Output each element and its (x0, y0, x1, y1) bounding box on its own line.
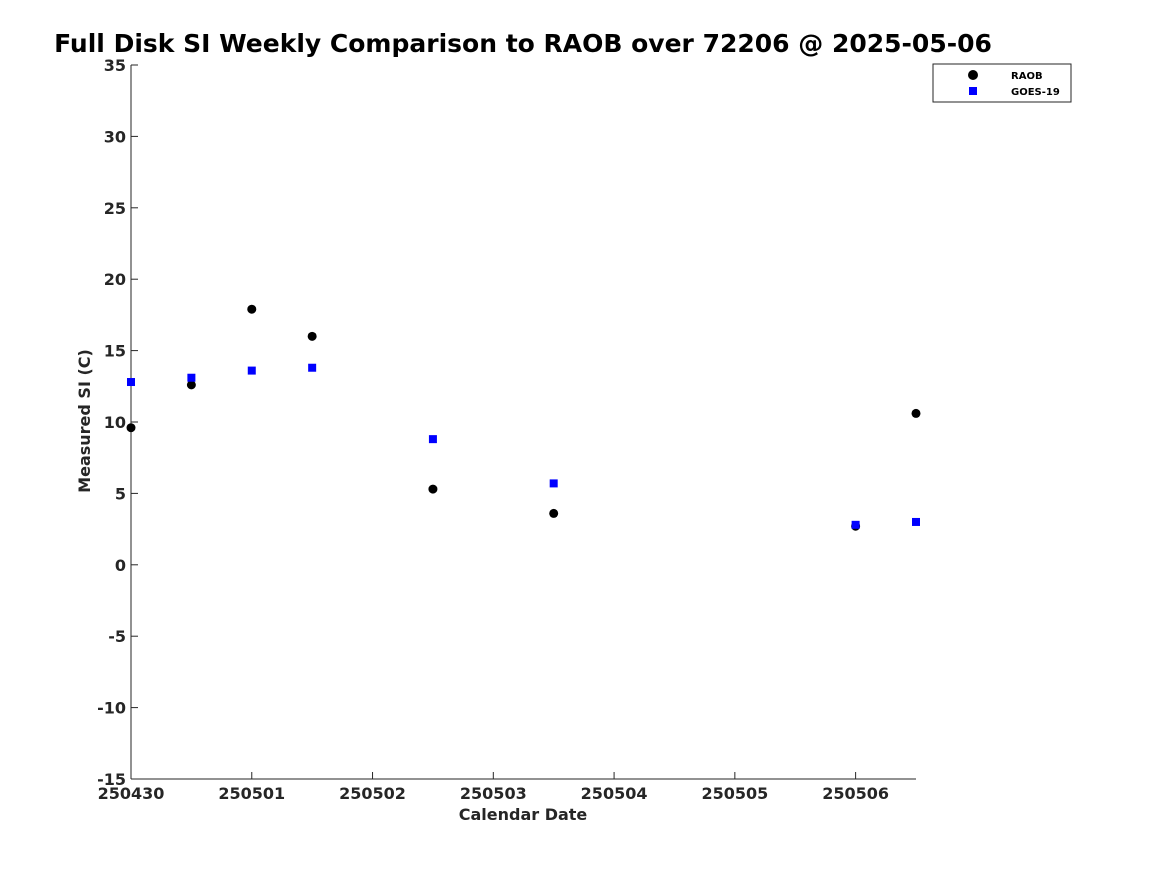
x-tick-label: 250502 (339, 784, 406, 803)
x-tick-label: 250503 (460, 784, 527, 803)
ticks: -15 -10 -5 0 5 10 15 20 25 30 35 250430 250501 250502… (97, 56, 889, 803)
raob-point (549, 508, 559, 518)
raob-point (428, 484, 438, 494)
legend-box (932, 63, 1072, 103)
raob-point (911, 408, 921, 418)
goes-19-point (308, 363, 317, 372)
legend-goes-19-marker (969, 87, 977, 95)
chart-title: Full Disk SI Weekly Comparison to RAOB o… (54, 29, 992, 58)
raob-point (186, 380, 196, 390)
y-tick-label: 10 (104, 413, 126, 432)
legend-goes-19-label: GOES-19 (1011, 87, 1060, 98)
y-tick-label: 5 (115, 484, 126, 503)
goes-19-point (851, 520, 860, 529)
goes-19-point (428, 435, 437, 444)
x-tick-label: 250504 (581, 784, 648, 803)
goes-19-point (549, 479, 558, 488)
y-tick-label: -5 (108, 627, 126, 646)
x-tick-label: 250505 (701, 784, 768, 803)
legend: RAOB GOES-19 (932, 63, 1072, 103)
y-tick-label: -15 (97, 770, 126, 789)
x-axis-label: Calendar Date (459, 805, 588, 824)
axes (130, 65, 916, 780)
y-tick-label: 25 (104, 199, 126, 218)
goes-19-point (247, 366, 256, 375)
legend-raob-marker (968, 70, 978, 80)
y-tick-label: -10 (97, 699, 126, 718)
goes-19-point (187, 373, 196, 382)
x-tick-label: 250501 (218, 784, 285, 803)
raob-point (247, 304, 257, 314)
y-tick-label: 20 (104, 270, 126, 289)
y-tick-label: 35 (104, 56, 126, 75)
legend-raob-label: RAOB (1011, 71, 1043, 82)
y-tick-label: 30 (104, 127, 126, 146)
goes-19-point (127, 378, 135, 387)
x-tick-label: 250506 (822, 784, 889, 803)
raob-point (126, 423, 136, 433)
y-tick-label: 0 (115, 556, 126, 575)
data-marks (126, 304, 921, 531)
goes-19-point (912, 517, 920, 526)
raob-point (307, 331, 317, 341)
y-axis-label: Measured SI (C) (75, 349, 94, 493)
y-tick-label: 15 (104, 342, 126, 361)
x-tick-label: 250430 (98, 784, 165, 803)
